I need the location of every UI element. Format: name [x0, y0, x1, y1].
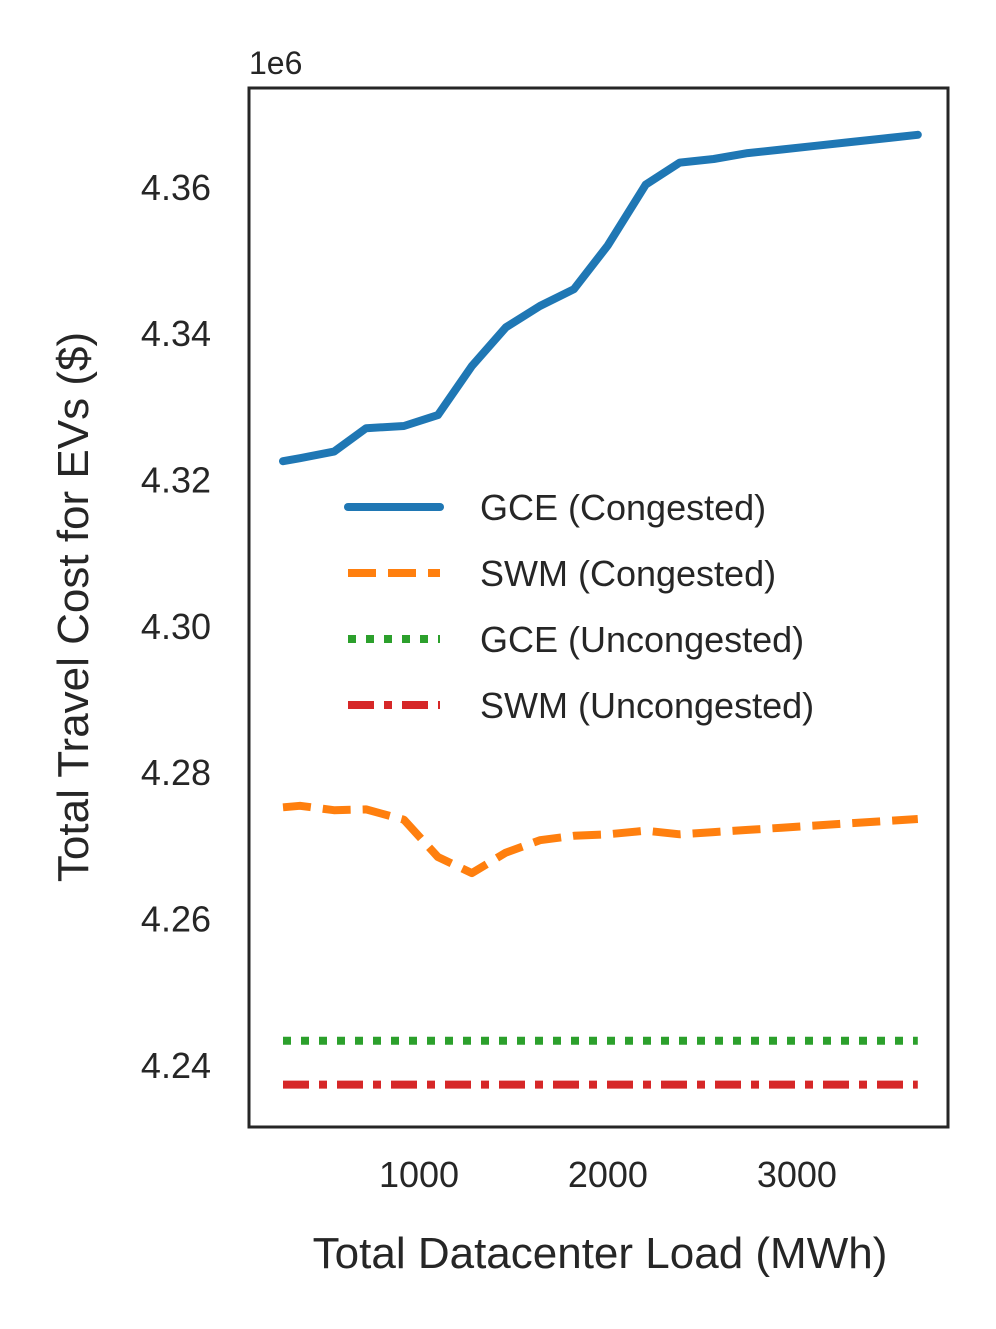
axes-frame [247, 86, 950, 1129]
x-tick-label: 1000 [379, 1154, 459, 1195]
legend-label-swm-uncongested: SWM (Uncongested) [480, 685, 814, 726]
y-tick-label: 4.34 [141, 313, 211, 354]
y-tick-label: 4.26 [141, 899, 211, 940]
legend: GCE (Congested) SWM (Congested) GCE (Uncon… [344, 487, 814, 726]
x-tick-label: 2000 [568, 1154, 648, 1195]
legend-label-gce-congested: GCE (Congested) [480, 487, 766, 528]
y-axis-offset-label: 1e6 [249, 45, 302, 81]
x-tick-labels: 1000 2000 3000 [379, 1154, 837, 1195]
y-tick-label: 4.30 [141, 606, 211, 647]
y-tick-labels: 4.24 4.26 4.28 4.30 4.32 4.34 4.36 [141, 167, 211, 1086]
series-line-swm-congested [282, 801, 919, 878]
y-tick-label: 4.32 [141, 460, 211, 501]
y-axis-label: Total Travel Cost for EVs ($) [49, 332, 98, 882]
series-line-gce-congested [279, 130, 922, 466]
y-tick-label: 4.24 [141, 1045, 211, 1086]
y-tick-label: 4.36 [141, 167, 211, 208]
y-tick-label: 4.28 [141, 752, 211, 793]
legend-label-gce-uncongested: GCE (Uncongested) [480, 619, 804, 660]
x-tick-label: 3000 [757, 1154, 837, 1195]
series-layer [279, 130, 922, 1089]
x-axis-label: Total Datacenter Load (MWh) [313, 1229, 888, 1278]
legend-label-swm-congested: SWM (Congested) [480, 553, 776, 594]
